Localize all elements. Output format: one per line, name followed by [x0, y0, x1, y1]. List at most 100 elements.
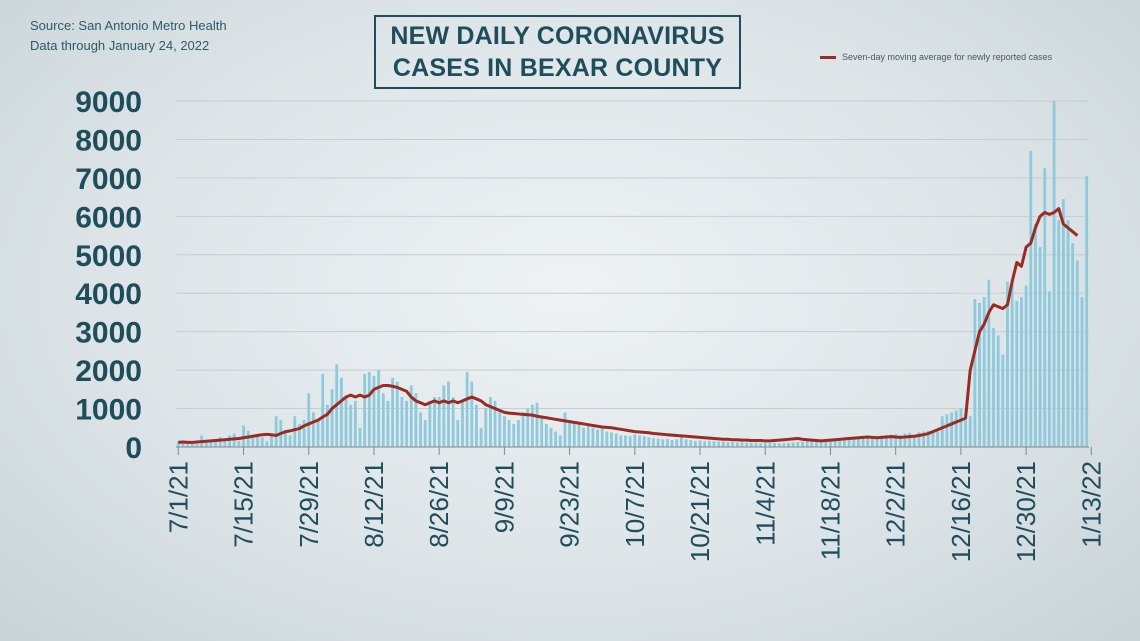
daily-case-bar [321, 373, 325, 447]
daily-case-bar [638, 435, 641, 447]
daily-case-bar [186, 444, 190, 447]
daily-case-bar [302, 420, 306, 447]
x-tick-label: 11/18/21 [815, 461, 845, 560]
daily-case-bar [610, 432, 613, 447]
daily-case-bar [535, 402, 539, 447]
daily-case-bar [843, 438, 846, 447]
daily-case-bar [577, 423, 581, 447]
daily-case-bar [330, 389, 334, 447]
daily-case-bar [940, 416, 944, 447]
daily-case-bar [978, 302, 981, 447]
daily-case-bar [880, 435, 884, 447]
daily-case-bar [875, 435, 879, 447]
daily-case-bar [1001, 354, 1005, 447]
daily-case-bar [801, 441, 804, 447]
daily-case-bar [1066, 220, 1070, 447]
x-tick-label: 11/4/21 [750, 461, 780, 546]
daily-case-bar [218, 437, 222, 447]
daily-case-bar [475, 404, 478, 447]
y-tick-label: 3000 [75, 317, 142, 350]
daily-case-bar [516, 420, 520, 447]
daily-case-bar [209, 440, 213, 447]
daily-case-bar [423, 420, 427, 447]
daily-case-bar [1043, 168, 1047, 447]
legend: Seven-day moving average for newly repor… [820, 52, 1052, 62]
daily-case-bar [964, 420, 967, 447]
daily-case-bar [409, 385, 413, 447]
daily-case-bar [857, 437, 860, 447]
daily-case-bar [363, 373, 367, 447]
y-tick-label: 5000 [75, 240, 142, 273]
daily-case-bar [954, 410, 958, 447]
daily-case-bar [628, 436, 632, 447]
daily-case-bar [917, 432, 921, 447]
daily-case-bar [377, 370, 381, 447]
daily-case-bar [791, 442, 795, 447]
daily-case-bar [353, 400, 357, 447]
x-tick-label: 8/12/21 [359, 461, 389, 548]
daily-case-bar [945, 414, 949, 447]
moving-average-line [178, 207, 1079, 444]
gridlines [176, 100, 1089, 410]
chart-title: NEW DAILY CORONAVIRUS CASES IN BEXAR COU… [374, 15, 741, 89]
daily-case-bar [745, 442, 749, 447]
daily-case-bar [684, 439, 688, 447]
daily-case-bar [451, 397, 455, 447]
daily-case-bar [768, 443, 772, 447]
daily-case-bar [507, 420, 511, 447]
daily-case-bar [349, 404, 353, 447]
daily-case-bar [512, 423, 516, 447]
y-tick-label: 7000 [75, 163, 142, 196]
daily-case-bar [479, 427, 483, 447]
daily-case-bar [717, 441, 721, 447]
daily-case-bar [298, 423, 301, 447]
daily-case-bar [1052, 101, 1056, 447]
daily-case-bar [838, 438, 842, 447]
daily-case-bar [763, 443, 767, 447]
x-axis-ticks: 7/1/21 7/15/21 7/29/21 8/12/21 8/26/21 9/9/21… [163, 447, 1106, 562]
daily-case-bar [614, 433, 618, 447]
source-line: Source: San Antonio Metro Health [30, 18, 227, 33]
x-tick-label: 1/13/22 [1076, 461, 1106, 548]
daily-case-bar [605, 431, 609, 447]
daily-case-bar [642, 436, 646, 447]
daily-case-bar [586, 425, 590, 447]
daily-case-bar [526, 408, 530, 447]
x-tick-label: 9/9/21 [489, 461, 519, 533]
daily-case-bar [833, 438, 837, 447]
daily-case-bar [987, 279, 991, 447]
daily-case-bar [214, 439, 217, 447]
daily-case-bar [176, 441, 180, 447]
daily-case-bar [731, 442, 735, 447]
daily-case-bar [1048, 291, 1051, 447]
y-tick-label: 0 [125, 432, 142, 465]
daily-case-bar [740, 442, 744, 447]
daily-case-bar [707, 440, 711, 447]
daily-case-bar [1071, 243, 1075, 447]
daily-case-bar [400, 397, 404, 447]
daily-case-bar [204, 442, 208, 447]
daily-case-bar [544, 423, 548, 447]
daily-case-bar [428, 400, 432, 447]
daily-case-bar [1080, 297, 1084, 447]
daily-case-bar [274, 416, 278, 447]
daily-case-bar [693, 440, 697, 447]
daily-case-bar [530, 404, 534, 447]
daily-case-bar [922, 431, 926, 447]
daily-case-bar [251, 435, 255, 447]
daily-case-bar [540, 416, 544, 447]
y-tick-label: 2000 [75, 355, 142, 388]
chart-title-line-2: CASES IN BEXAR COUNTY [392, 54, 723, 82]
daily-case-bar [447, 381, 450, 447]
daily-case-bar [652, 438, 655, 447]
daily-case-bar [549, 427, 553, 447]
daily-case-bar [912, 436, 916, 447]
daily-case-bar [619, 435, 623, 447]
daily-case-bar [898, 435, 902, 447]
daily-case-bar [316, 420, 320, 447]
daily-case-bar [680, 434, 683, 447]
daily-case-bar [950, 412, 953, 447]
daily-case-bar [759, 443, 762, 447]
daily-case-bar [437, 397, 441, 447]
